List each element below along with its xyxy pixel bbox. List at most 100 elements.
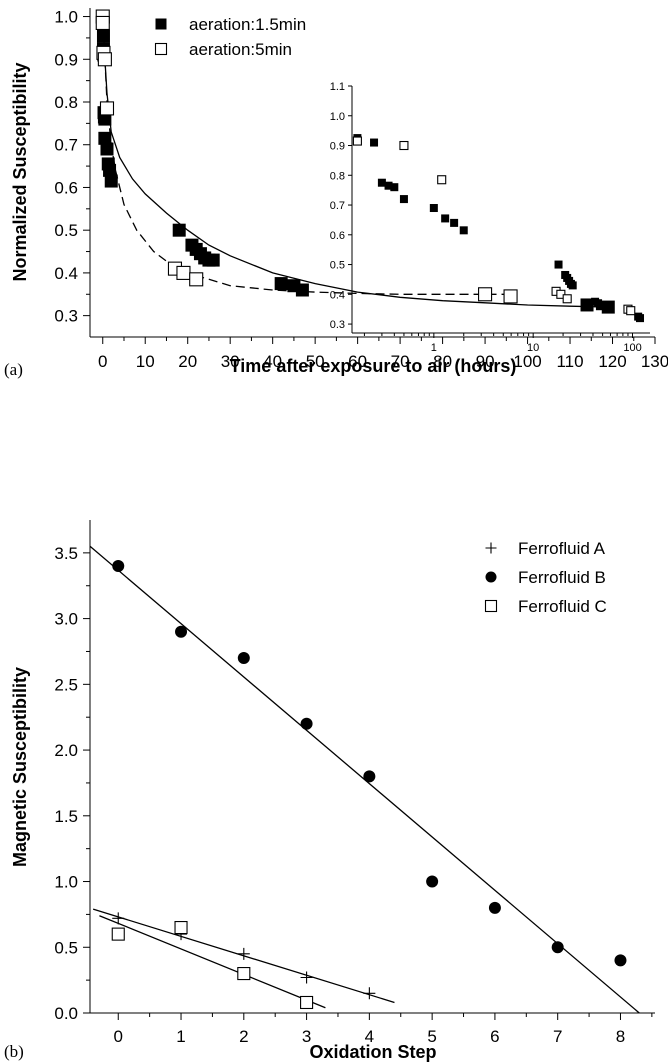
inset-data-point-filled-square [377,178,386,187]
legend-marker-filled-square [155,18,167,30]
x-axis-title: Oxidation Step [309,1042,436,1062]
x-tick-label: 10 [136,352,155,371]
data-point-plus [363,987,376,1000]
y-axis-title: Normalized Susceptibility [10,62,30,281]
data-point-open-square [478,287,493,302]
inset-data-point-filled-square [450,218,459,227]
panel-b: 0 1 2 3 4 5 6 7 8 0.0 0.5 1.0 1.5 2.0 2.5 3.0 3.5 Oxidati… [4,520,655,1062]
y-tick-label: 0.6 [54,178,78,197]
inset-data-point-filled-square [390,183,399,192]
data-point-filled-circle [426,875,439,888]
x-tick-label: 100 [513,352,541,371]
legend-label: Ferrofluid C [518,597,607,616]
data-point-open-square [95,15,110,31]
inset-y-tick-label: 0.7 [330,200,345,212]
fit-curve-solid [102,16,613,308]
data-point-plus [112,912,125,925]
inset-data-point-filled-square [399,195,408,204]
y-tick-label: 1.0 [54,8,78,27]
x-tick-label: 30 [221,352,240,371]
inset-x-tick-label: 10 [527,342,539,354]
fit-curve-dashed [102,16,511,295]
y-tick-label: 0.5 [54,221,78,240]
x-tick-label: 50 [306,352,325,371]
data-point-filled-square [96,29,110,43]
inset-data-point-open-square [626,306,636,316]
legend-label: aeration:1.5min [189,15,306,34]
inset-data-point-open-square [562,294,572,304]
data-point-filled-square [274,277,288,291]
x-tick-label: 110 [556,352,583,371]
x-tick-label: 80 [433,352,452,371]
legend-label: aeration:5min [189,40,292,59]
x-tick-label: 8 [616,1027,625,1046]
inset-data-point-open-square [399,140,409,151]
inset-data-point-open-square [437,175,447,185]
x-tick-label: 6 [490,1027,499,1046]
inset-data-point-filled-square [384,181,393,190]
inset-data-point-filled-square [441,214,450,223]
x-tick-label: 130 [641,352,668,371]
inset-data-point-filled-square [370,138,379,147]
data-point-plus [237,947,250,960]
x-tick-label: 7 [553,1027,562,1046]
data-point-filled-circle [488,901,501,914]
x-axis-title: Time after exposure to air (hours) [230,356,517,376]
inset-y-tick-label: 0.5 [330,260,345,272]
y-tick-label: 0.5 [54,938,78,957]
x-tick-label: 0 [98,352,107,371]
data-point-filled-square [295,283,309,297]
x-tick-label: 60 [348,352,367,371]
inset-data-point-filled-square [636,314,645,323]
data-point-open-square [300,995,314,1010]
x-tick-label: 1 [176,1027,185,1046]
data-point-filled-square [206,253,220,267]
data-point-filled-circle [175,625,188,638]
inset-x-tick-label: 1 [431,342,437,354]
data-point-open-square [99,101,115,116]
data-point-open-square [189,272,204,287]
inset-data-point-filled-square [429,204,438,213]
data-point-filled-circle [300,717,313,730]
data-point-open-square [111,927,125,941]
x-tick-label: 0 [114,1027,123,1046]
data-point-filled-circle [112,560,125,573]
y-tick-label: 3.5 [54,544,78,563]
y-tick-label: 0.9 [54,50,78,69]
inset-y-tick-label: 0.4 [330,289,345,301]
legend-marker-filled-circle [485,571,497,583]
data-point-filled-circle [363,770,376,783]
data-point-filled-square [98,131,112,145]
inset-data-point-filled-square [595,302,604,311]
data-point-open-square [503,289,518,304]
y-tick-label: 1.5 [54,807,78,826]
x-tick-label: 120 [598,352,626,371]
x-tick-label: 2 [239,1027,248,1046]
y-tick-label: 0.4 [54,264,78,283]
data-point-open-square [237,967,251,981]
data-point-filled-square [98,112,112,126]
x-tick-label: 70 [391,352,410,371]
data-point-open-square [174,920,188,935]
legend-marker-open-square [154,42,168,56]
y-tick-label: 0.3 [54,307,78,326]
inset-y-tick-label: 0.9 [330,141,345,153]
panel-a: 0 10 20 30 40 50 60 70 80 90 100 110 120 1300.30.40.5… [4,8,668,379]
inset-y-tick-label: 1.0 [330,111,345,123]
data-point-filled-circle [551,941,564,954]
fit-line [99,915,326,1009]
data-point-plus [300,971,313,984]
inset-data-point-open-square [352,136,362,146]
data-point-filled-circle [614,954,627,967]
data-point-filled-square [100,142,114,156]
data-point-filled-square [172,223,186,237]
data-point-filled-square [580,298,594,312]
inset-y-tick-label: 0.6 [330,230,345,242]
data-point-open-square [97,52,112,67]
legend-label: Ferrofluid B [518,568,606,587]
inset-data-point-filled-square [554,260,563,269]
panel-label-b: (b) [4,1042,24,1061]
x-tick-label: 40 [263,352,282,371]
x-tick-label: 20 [178,352,197,371]
